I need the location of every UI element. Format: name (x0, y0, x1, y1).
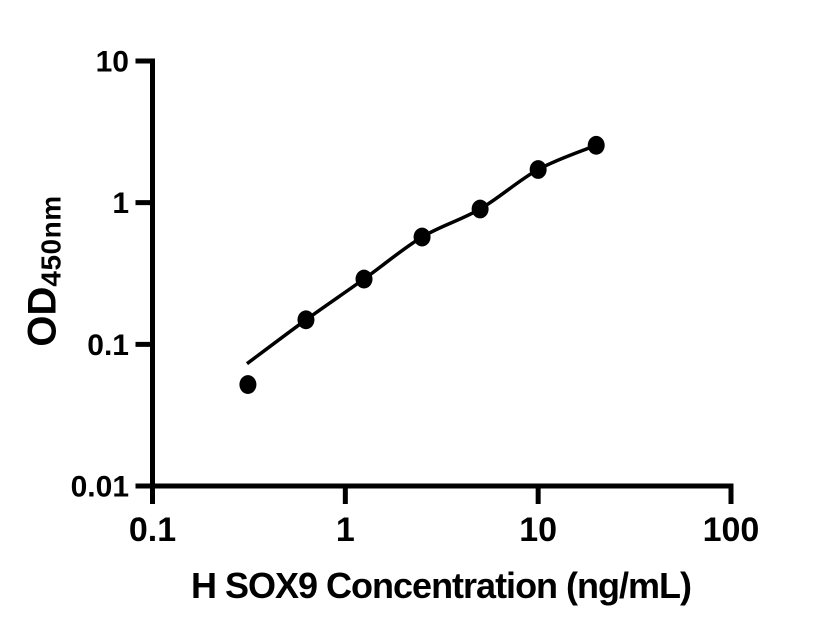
y-tick-label: 10 (96, 46, 129, 79)
x-tick-label: 10 (519, 511, 557, 549)
x-axis-title: H SOX9 Concentration (ng/mL) (190, 565, 692, 606)
x-tick-label: 100 (703, 511, 760, 549)
y-axis-title-subscript: 450nm (35, 195, 67, 287)
y-axis-title: OD450nm (20, 195, 67, 346)
x-tick-label: 0.1 (129, 511, 176, 549)
fit-curve (245, 143, 597, 366)
data-point (529, 160, 547, 179)
y-axis-title-main: OD (20, 286, 65, 347)
y-tick-label: 1 (112, 187, 129, 220)
data-point (413, 227, 431, 247)
data-point (355, 269, 373, 289)
data-point (471, 199, 489, 219)
y-tick-label: 0.1 (87, 329, 129, 362)
data-point (587, 135, 605, 155)
data-point (239, 375, 257, 394)
y-tick-label: 0.01 (71, 471, 129, 504)
data-point (297, 310, 315, 330)
x-tick-label: 1 (336, 511, 355, 549)
